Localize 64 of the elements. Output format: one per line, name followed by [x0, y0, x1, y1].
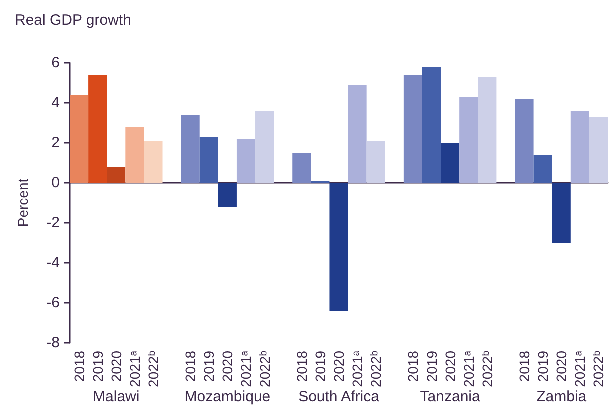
- bar: [441, 143, 460, 183]
- x-tick-label: 2022ᵇ: [479, 351, 496, 388]
- x-tick-label: 2022ᵇ: [256, 351, 273, 388]
- bar: [126, 127, 144, 183]
- x-tick-label: 2018: [71, 350, 88, 382]
- x-tick-label: 2021ᵃ: [460, 350, 477, 388]
- x-tick-label: 2021ᵃ: [238, 350, 254, 388]
- bar: [589, 117, 608, 183]
- text: South Africa: [298, 388, 380, 406]
- bar: [236, 139, 256, 183]
- x-tick-label: 2021ᵃ: [350, 350, 366, 388]
- y-tick-label: -6: [46, 294, 60, 312]
- bar: [218, 183, 237, 207]
- bar: [88, 75, 108, 183]
- chart-title: Real GDP growth: [15, 12, 132, 29]
- x-tick-label: 2020: [331, 350, 347, 382]
- bar: [181, 115, 200, 183]
- bar: [478, 77, 497, 183]
- x-tick-label: 2020: [442, 350, 458, 382]
- bar: [144, 141, 163, 183]
- bar: [70, 95, 89, 183]
- y-tick-label: -8: [46, 334, 60, 352]
- x-tick-label: 2018: [516, 350, 533, 382]
- x-tick-label: 2022ᵇ: [368, 351, 384, 388]
- y-tick-label: 6: [52, 54, 60, 72]
- bar: [534, 155, 552, 183]
- x-tick-label: 2021ᵃ: [572, 350, 588, 388]
- x-tick-label: 2018: [182, 350, 199, 382]
- x-tick-label: 2019: [535, 350, 552, 382]
- x-tick-label: 2020: [108, 350, 124, 382]
- bar: [552, 183, 571, 243]
- bar: [200, 137, 218, 183]
- text: Zambia: [536, 388, 588, 406]
- x-tick-label: 2022ᵇ: [145, 351, 162, 388]
- x-tick-label: 2018: [405, 350, 422, 382]
- x-tick-label: 2020: [220, 350, 236, 382]
- bar: [292, 153, 312, 183]
- text: Mozambique: [184, 388, 271, 406]
- bar: [570, 111, 590, 183]
- y-tick-label: 4: [52, 94, 60, 112]
- bar: [256, 111, 274, 183]
- text: Malawi: [93, 388, 140, 406]
- x-tick-label: 2019: [201, 350, 218, 382]
- bar: [404, 75, 422, 183]
- bar: [366, 141, 386, 183]
- x-tick-label: 2019: [312, 350, 328, 382]
- y-tick-label: 0: [52, 174, 60, 192]
- x-tick-label: 2020: [554, 350, 570, 382]
- y-tick-label: -4: [46, 254, 60, 272]
- x-tick-label: 2019: [424, 350, 440, 382]
- bar: [330, 183, 348, 311]
- bar: [515, 99, 534, 183]
- x-tick-label: 2018: [294, 350, 310, 382]
- bar: [422, 67, 442, 183]
- text: Tanzania: [420, 388, 481, 406]
- y-tick-label: 2: [52, 134, 60, 152]
- y-tick-label: -2: [46, 214, 60, 232]
- x-tick-label: 2021ᵃ: [126, 350, 143, 388]
- x-tick-label: 2019: [90, 350, 106, 382]
- bar: [460, 97, 478, 183]
- bar: [348, 85, 367, 183]
- bar: [107, 167, 126, 183]
- y-axis-title: Percent: [15, 178, 31, 228]
- x-tick-label: 2022ᵇ: [590, 351, 607, 388]
